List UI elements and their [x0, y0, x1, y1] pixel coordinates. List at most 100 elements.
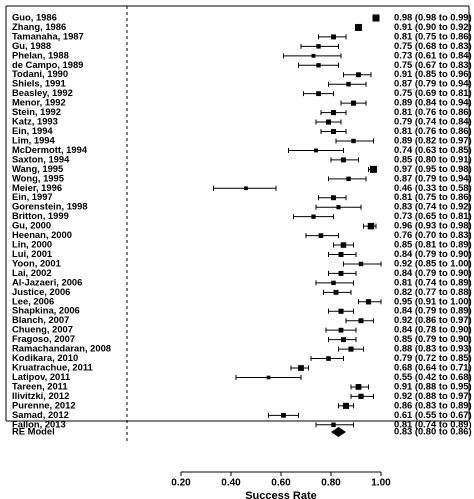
- point-estimate: [331, 422, 336, 427]
- study-value: 0.81 (0.75 to 0.86): [394, 191, 472, 202]
- study-label: Justice, 2006: [12, 286, 70, 297]
- point-estimate: [314, 148, 318, 153]
- study-value: 0.75 (0.68 to 0.83): [394, 40, 472, 51]
- study-value: 0.81 (0.74 to 0.89): [394, 418, 472, 429]
- study-label: Chueng, 2007: [12, 324, 73, 335]
- study-value: 0.84 (0.79 to 0.89): [394, 305, 472, 316]
- study-label: Todani, 1990: [12, 68, 68, 79]
- study-label: Kodikara, 2010: [12, 352, 78, 363]
- x-tick-label: 1.00: [371, 478, 391, 489]
- point-estimate: [331, 195, 336, 201]
- study-value: 0.88 (0.83 to 0.93): [394, 343, 472, 354]
- study-label: Lin, 2000: [12, 239, 52, 250]
- study-label: Saxton, 1994: [12, 153, 70, 164]
- study-value: 0.97 (0.95 to 0.98): [394, 163, 472, 174]
- study-label: Tamanaha, 1987: [12, 30, 84, 41]
- point-estimate: [356, 72, 361, 78]
- point-estimate: [358, 261, 364, 267]
- point-estimate: [331, 34, 336, 40]
- study-value: 0.68 (0.64 to 0.71): [394, 362, 472, 373]
- x-tick-label: 0.20: [171, 478, 191, 489]
- point-estimate: [325, 119, 332, 125]
- study-value: 0.98 (0.98 to 0.99): [394, 11, 472, 22]
- study-label: Al-Jazaeri, 2006: [12, 276, 82, 287]
- x-tick-label: 0.80: [321, 478, 341, 489]
- study-value: 0.61 (0.55 to 0.67): [394, 409, 472, 420]
- point-estimate: [370, 165, 377, 173]
- point-estimate: [338, 327, 344, 333]
- point-estimate: [372, 14, 380, 22]
- study-label: Ein, 1997: [12, 191, 53, 202]
- study-value: 0.73 (0.65 to 0.81): [394, 210, 472, 221]
- study-value: 0.74 (0.63 to 0.85): [394, 144, 472, 155]
- study-value: 0.83 (0.74 to 0.92): [394, 201, 472, 212]
- point-estimate: [340, 242, 347, 248]
- study-label: Fragoso, 2007: [12, 333, 75, 344]
- point-estimate: [266, 375, 271, 380]
- study-label: Guo, 1986: [12, 11, 57, 22]
- study-value: 0.92 (0.88 to 0.97): [394, 390, 472, 401]
- point-estimate: [316, 63, 321, 68]
- study-value: 0.95 (0.91 to 1.00): [394, 295, 472, 306]
- point-estimate: [311, 53, 316, 58]
- study-label: Ramachandaran, 2008: [12, 343, 111, 354]
- study-label: Gu, 1988: [12, 40, 51, 51]
- study-value: 0.55 (0.42 to 0.68): [394, 371, 472, 382]
- study-label: de Campo, 1989: [12, 59, 83, 70]
- study-value: 0.87 (0.79 to 0.94): [394, 78, 472, 89]
- study-value: 0.82 (0.77 to 0.88): [394, 286, 472, 297]
- study-label: Lim, 1994: [12, 134, 56, 145]
- study-label: Meier, 1996: [12, 182, 62, 193]
- study-label: Lui, 2001: [12, 248, 52, 259]
- study-label: Katz, 1993: [12, 116, 58, 127]
- study-value: 0.81 (0.75 to 0.86): [394, 30, 472, 41]
- point-estimate: [336, 205, 341, 210]
- point-estimate: [341, 337, 346, 343]
- study-value: 0.91 (0.88 to 0.95): [394, 380, 472, 391]
- study-label: Beasley, 1992: [12, 87, 73, 98]
- point-estimate: [311, 214, 316, 219]
- point-estimate: [318, 233, 324, 238]
- point-estimate: [355, 384, 362, 390]
- point-estimate: [331, 280, 336, 286]
- study-value: 0.79 (0.72 to 0.85): [394, 352, 472, 363]
- study-value: 0.89 (0.82 to 0.97): [394, 134, 472, 145]
- study-label: Wong, 1995: [12, 172, 64, 183]
- study-label: Fallon, 2013: [12, 418, 66, 429]
- study-label: Shapkina, 2006: [12, 305, 80, 316]
- study-value: 0.75 (0.69 to 0.81): [394, 87, 472, 98]
- study-value: 0.84 (0.78 to 0.90): [394, 324, 472, 335]
- study-label: Shiels, 1991: [12, 78, 66, 89]
- study-label: Tareen, 2011: [12, 380, 68, 391]
- study-value: 0.73 (0.61 to 0.84): [394, 49, 472, 60]
- point-estimate: [338, 252, 344, 257]
- study-value: 0.81 (0.74 to 0.89): [394, 276, 472, 287]
- study-label: Phelan, 1988: [12, 49, 69, 60]
- study-label: Menor, 1992: [12, 97, 66, 108]
- study-value: 0.92 (0.85 to 1.00): [394, 257, 472, 268]
- study-value: 0.76 (0.70 to 0.83): [394, 229, 472, 240]
- study-label: Wang, 1995: [12, 163, 63, 174]
- study-label: Gorenstein, 1998: [12, 201, 88, 212]
- point-estimate: [330, 128, 337, 135]
- study-value: 0.79 (0.74 to 0.84): [394, 116, 472, 127]
- point-estimate: [341, 157, 346, 163]
- point-estimate: [365, 299, 372, 305]
- study-label: Purenne, 2012: [12, 399, 76, 410]
- point-estimate: [316, 91, 321, 97]
- x-tick-label: 0.60: [271, 478, 291, 489]
- study-label: Zhang, 1986: [12, 21, 66, 32]
- study-label: Kruatrachue, 2011: [12, 362, 93, 373]
- summary-diamond: [331, 427, 346, 437]
- study-label: Yoon, 2001: [12, 257, 61, 268]
- study-value: 0.46 (0.33 to 0.58): [394, 182, 472, 193]
- point-estimate: [333, 289, 339, 295]
- study-value: 0.84 (0.79 to 0.90): [394, 248, 472, 259]
- study-label: Samad, 2012: [12, 409, 69, 420]
- point-estimate: [358, 393, 364, 400]
- study-value: 0.86 (0.83 to 0.89): [394, 399, 472, 410]
- study-label: Heenan, 2000: [12, 229, 72, 240]
- point-estimate: [281, 412, 286, 418]
- point-estimate: [298, 365, 304, 371]
